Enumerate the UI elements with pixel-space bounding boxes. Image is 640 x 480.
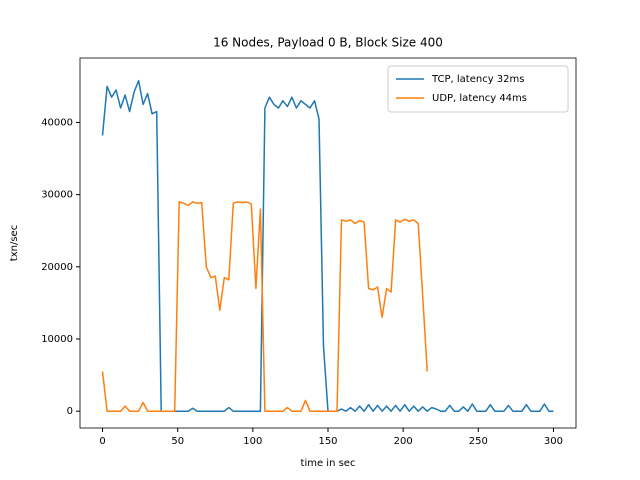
x-tick-label: 150	[318, 436, 337, 447]
series-line	[101, 201, 428, 412]
legend-label: UDP, latency 44ms	[432, 93, 527, 104]
x-tick-label: 100	[243, 436, 262, 447]
series-line	[101, 79, 554, 412]
x-axis-label: time in sec	[301, 458, 356, 469]
legend-box	[387, 65, 569, 113]
legend-label: TCP, latency 32ms	[431, 74, 524, 85]
y-tick-label: 20000	[41, 262, 73, 273]
x-tick-label: 0	[99, 436, 105, 447]
x-tick-label: 250	[469, 436, 488, 447]
y-tick-label: 10000	[41, 334, 73, 345]
legend: TCP, latency 32ms UDP, latency 44ms	[387, 65, 569, 113]
chart-title: 16 Nodes, Payload 0 B, Block Size 400	[213, 36, 443, 50]
x-tick-label: 50	[171, 436, 184, 447]
y-tick-label: 40000	[41, 117, 73, 128]
plot-frame	[79, 57, 577, 429]
y-tick-label: 30000	[41, 190, 73, 201]
y-tick-label: 0	[67, 406, 73, 417]
x-tick-label: 300	[544, 436, 563, 447]
y-axis-label: txn/sec	[9, 225, 20, 261]
x-tick-label: 200	[394, 436, 413, 447]
